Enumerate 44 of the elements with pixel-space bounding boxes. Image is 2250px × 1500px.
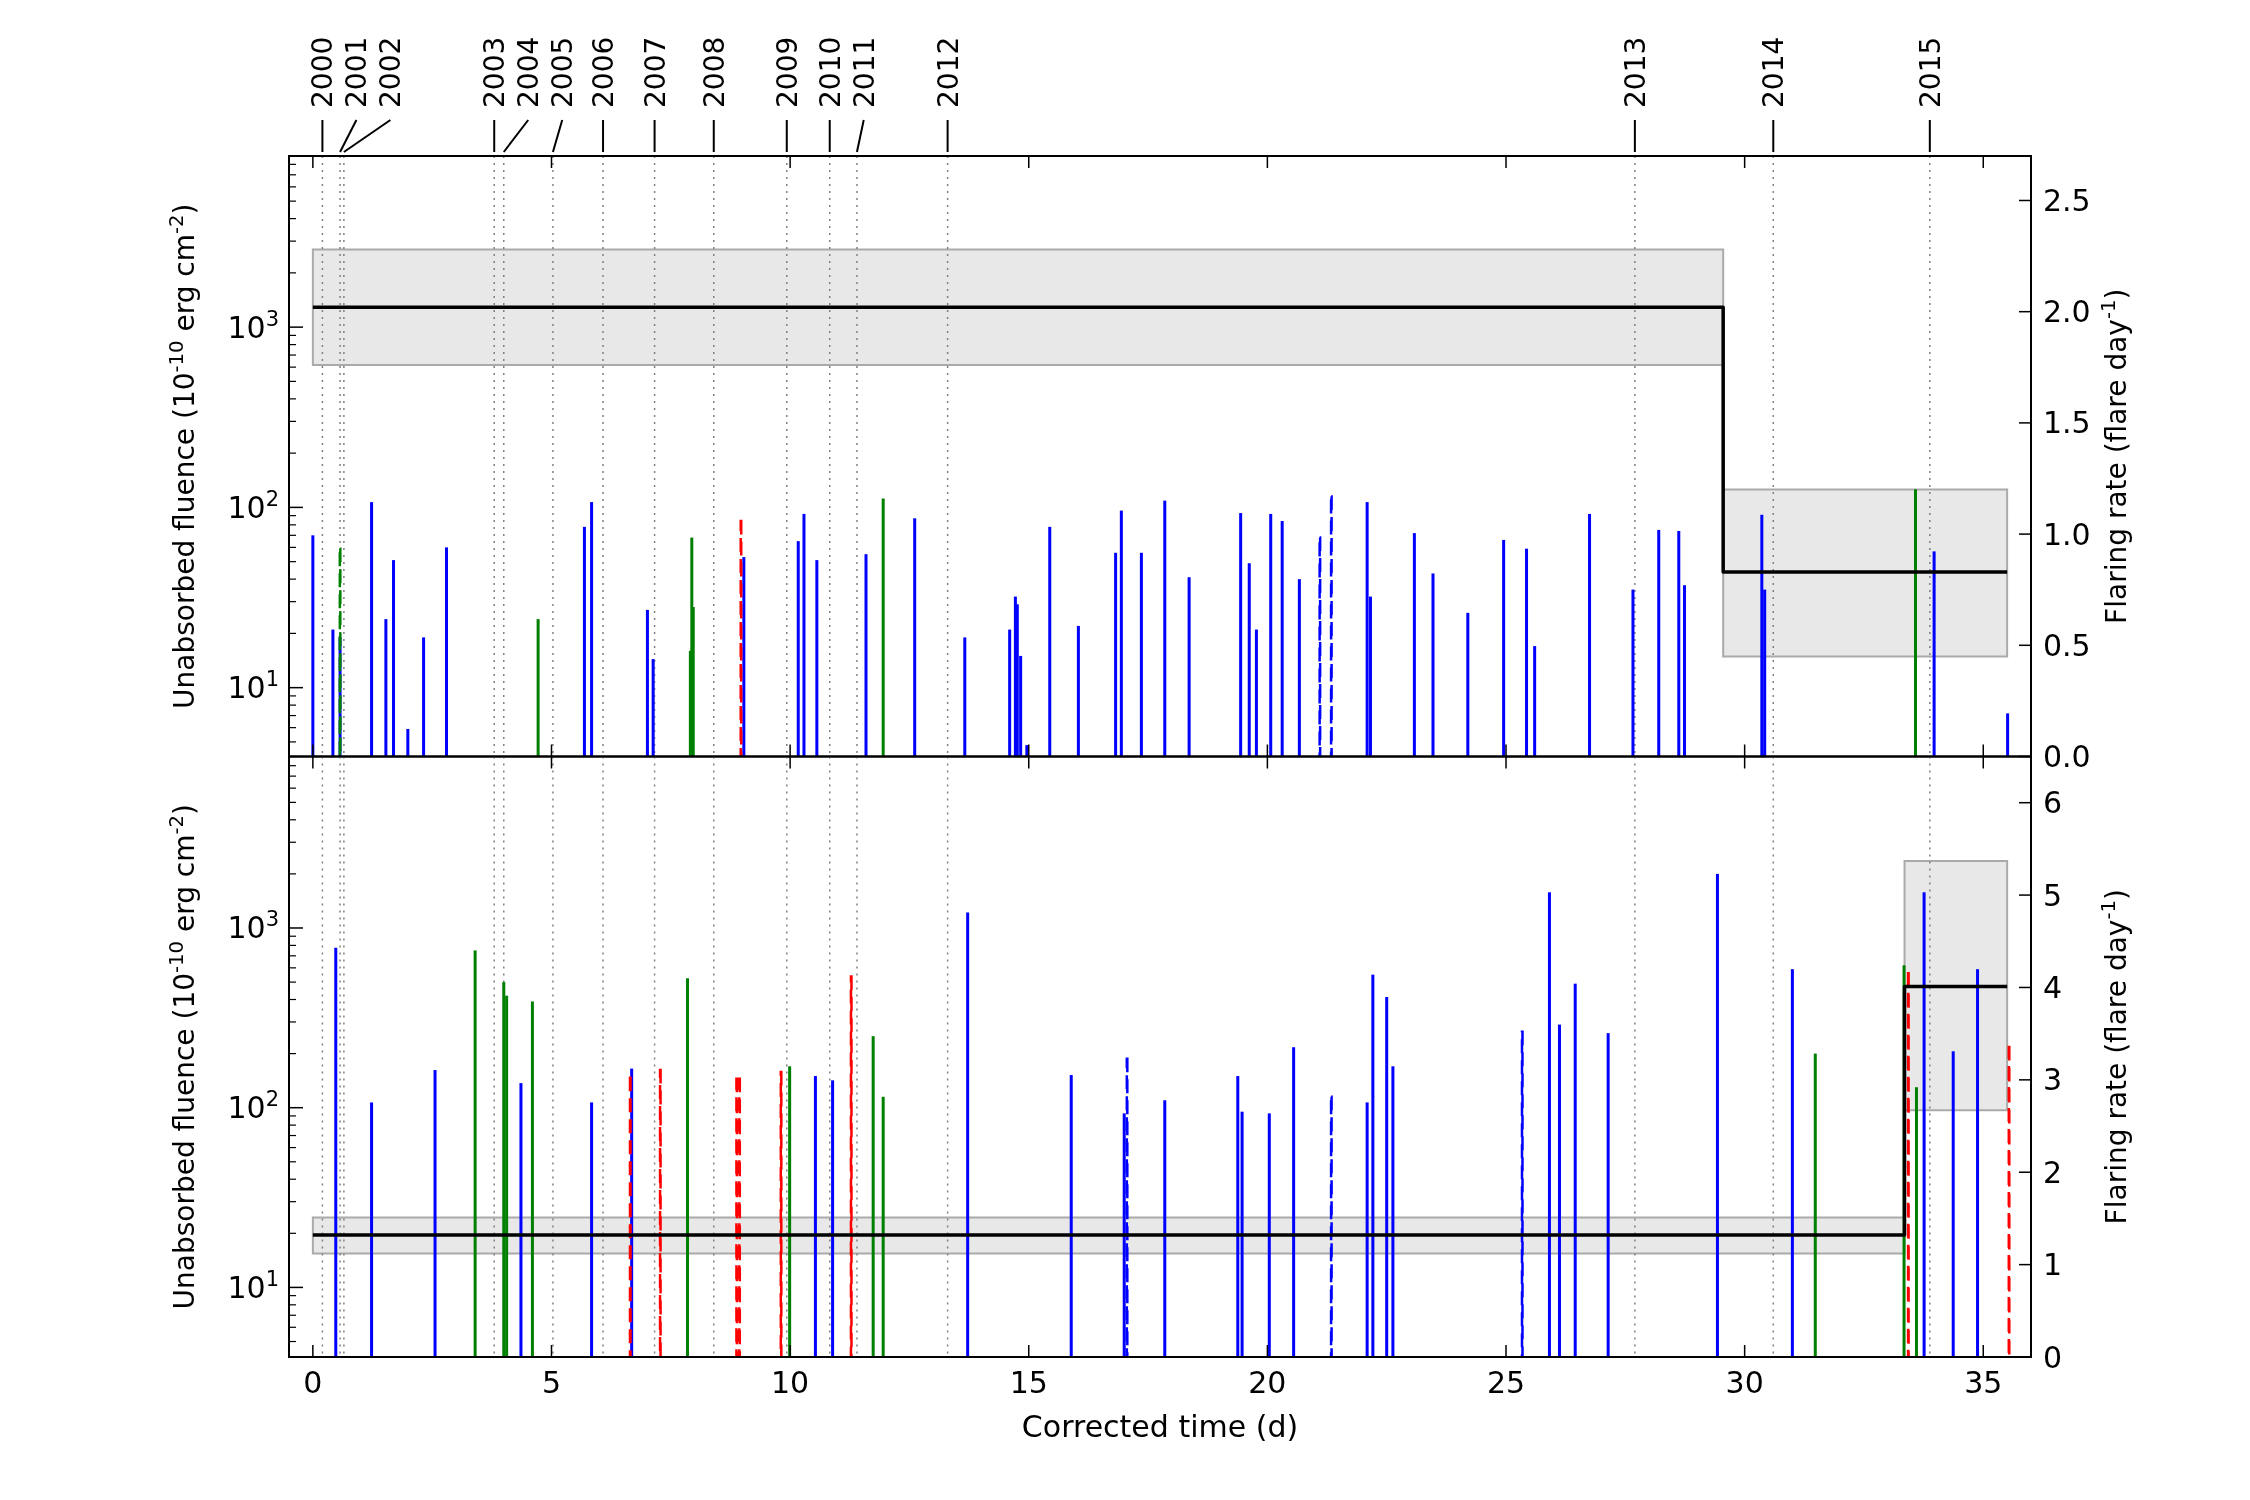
- y2-tick-label: 5: [2043, 877, 2063, 913]
- text: 2011: [847, 36, 881, 108]
- x-tick-label: 5: [541, 1365, 562, 1400]
- x-tick-label: 35: [1964, 1365, 2003, 1400]
- y2-tick-label: 2: [2043, 1154, 2063, 1190]
- text: 2004: [512, 36, 546, 108]
- y2-tick-label: 3: [2043, 1062, 2063, 1098]
- text: 2013: [1618, 36, 1652, 108]
- y2-tick-label: 0.0: [2043, 739, 2091, 774]
- y2-tick-label: 1.0: [2043, 516, 2091, 552]
- y-tick-label: 10$^{1}$: [227, 1266, 279, 1305]
- y-tick-label: 10$^{3}$: [227, 306, 279, 345]
- y-tick-label: 10$^{2}$: [227, 486, 279, 525]
- y2-tick-label: 0.5: [2043, 627, 2091, 663]
- x-tick-label: 30: [1725, 1365, 1764, 1400]
- text: 2014: [1757, 36, 1791, 108]
- text: 2012: [931, 36, 965, 108]
- y2-tick-label: 1.5: [2043, 405, 2091, 441]
- text: 2005: [546, 36, 580, 108]
- text: 2000: [306, 36, 340, 108]
- y2-tick-label: 1: [2043, 1247, 2063, 1283]
- y2-tick-label: 2.0: [2043, 294, 2091, 330]
- y-tick-label: 10$^{2}$: [227, 1087, 279, 1126]
- x-tick-label: 0: [303, 1365, 323, 1400]
- y-tick-label: 10$^{3}$: [227, 907, 279, 946]
- y2-tick-label: 2.5: [2043, 182, 2091, 218]
- text: 2002: [374, 36, 408, 108]
- x-axis-title: Corrected time (d): [1021, 1409, 1299, 1444]
- x-tick-label: 10: [771, 1365, 810, 1400]
- x-tick-label: 20: [1248, 1365, 1287, 1400]
- text: 2006: [587, 36, 621, 108]
- y-tick-label: 10$^{1}$: [227, 667, 279, 706]
- text: 2001: [340, 36, 374, 108]
- y2-tick-label: 4: [2043, 969, 2063, 1005]
- text: 2007: [638, 36, 672, 108]
- x-tick-label: 25: [1486, 1365, 1526, 1400]
- text: 2015: [1913, 36, 1947, 108]
- y2-tick-label: 0: [2043, 1339, 2063, 1375]
- text: 2003: [478, 36, 512, 108]
- text: 2009: [770, 36, 804, 108]
- x-tick-label: 15: [1009, 1365, 1048, 1400]
- text: 2010: [813, 36, 847, 108]
- text: 2008: [697, 36, 731, 108]
- y2-tick-label: 6: [2043, 785, 2063, 821]
